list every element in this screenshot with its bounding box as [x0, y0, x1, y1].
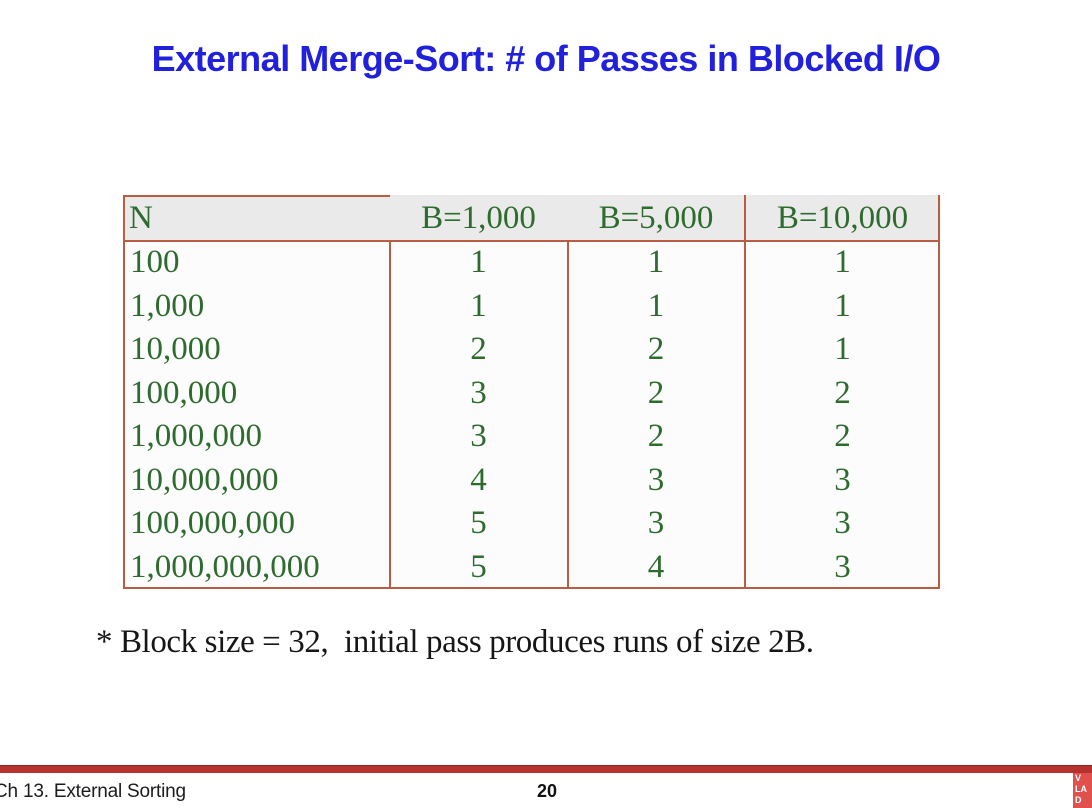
cell-passes-value: 1	[470, 287, 487, 324]
column-header-b10000: B=10,000	[776, 200, 909, 236]
table-column-divider-3	[744, 195, 746, 589]
cell-passes-value: 4	[647, 548, 665, 585]
cell-n-value: 1,000	[130, 287, 205, 324]
cell-passes-value: 1	[834, 287, 851, 324]
table-border-top-partial	[123, 195, 390, 197]
column-header-b5000: B=5,000	[598, 200, 714, 236]
cell-passes-value: 3	[834, 461, 851, 498]
cell-passes-value: 3	[470, 418, 487, 454]
cell-passes-value: 1	[647, 244, 665, 280]
watermark-line: D	[1075, 795, 1082, 805]
cell-passes-value: 1	[834, 331, 851, 367]
cell-n-value: 10,000	[130, 331, 221, 367]
table-row: 1,000,000,000 5 4 3	[123, 546, 940, 590]
table-row: 10,000,000 4 3 3	[123, 459, 940, 503]
table-border-left	[123, 195, 125, 589]
column-header-n: N	[129, 200, 153, 236]
cell-n-value: 100	[130, 244, 180, 280]
table-row: 1,000,000 3 2 2	[123, 415, 940, 459]
cell-passes-value: 1	[647, 287, 665, 324]
passes-table: N B=1,000 B=5,000 B=10,000 100 1 1 1 1,000 1 1…	[123, 195, 940, 589]
cell-passes-value: 1	[834, 244, 851, 280]
table-row: 100,000 3 2 2	[123, 372, 940, 416]
table-border-bottom	[123, 587, 940, 589]
column-header-b1000: B=1,000	[421, 200, 536, 236]
table-row: 10,000 2 2 1	[123, 328, 940, 372]
cell-passes-value: 2	[647, 418, 665, 454]
cell-passes-value: 2	[470, 331, 487, 367]
cell-passes-value: 3	[470, 374, 487, 411]
footer-divider-bar	[0, 765, 1092, 773]
table-header-separator-line	[123, 240, 940, 242]
cell-passes-value: 2	[834, 418, 851, 454]
table-body: 100 1 1 1 1,000 1 1 1 10,000 2 2 1 100,000 3 2 2 1,000,0…	[123, 241, 940, 589]
cell-n-value: 1,000,000	[130, 418, 262, 454]
footnote: * Block size = 32, initial pass produces…	[96, 624, 814, 660]
cell-passes-value: 3	[647, 461, 665, 498]
table-column-divider-2	[567, 241, 569, 589]
cell-passes-value: 4	[470, 461, 487, 498]
cell-passes-value: 5	[470, 505, 487, 541]
slide-title: External Merge-Sort: # of Passes in Bloc…	[151, 38, 941, 79]
cell-n-value: 1,000,000,000	[130, 548, 320, 585]
footer-page-number: 20	[536, 781, 558, 801]
cell-passes-value: 2	[647, 374, 665, 411]
cell-n-value: 100,000,000	[130, 505, 295, 541]
table-row: 1,000 1 1 1	[123, 285, 940, 329]
cell-passes-value: 3	[834, 505, 851, 541]
cell-passes-value: 5	[470, 548, 487, 585]
table-header-row: N B=1,000 B=5,000 B=10,000	[123, 195, 940, 241]
table-row: 100 1 1 1	[123, 241, 940, 285]
cell-n-value: 10,000,000	[130, 461, 279, 498]
footer-chapter-label: Ch 13. External Sorting	[0, 781, 186, 802]
cell-n-value: 100,000	[130, 374, 238, 411]
watermark-line: V	[1075, 773, 1082, 783]
watermark-line: LA	[1075, 784, 1087, 794]
corner-watermark-badge: V LA D	[1073, 773, 1092, 808]
cell-passes-value: 1	[470, 244, 487, 280]
table-border-right	[938, 195, 940, 589]
cell-passes-value: 3	[647, 505, 665, 541]
cell-passes-value: 2	[834, 374, 851, 411]
table-column-divider-1	[389, 241, 391, 589]
cell-passes-value: 2	[647, 331, 665, 367]
cell-passes-value: 3	[834, 548, 851, 585]
table-row: 100,000,000 5 3 3	[123, 502, 940, 546]
